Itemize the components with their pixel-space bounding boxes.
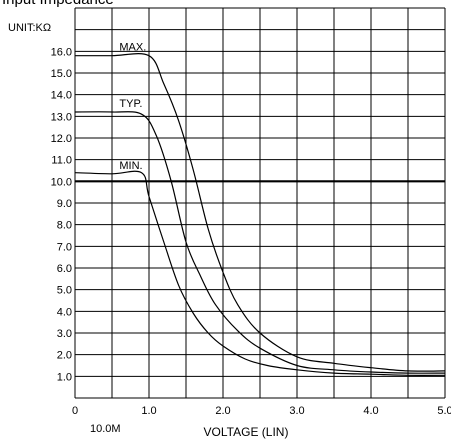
tick-labels: 1.0 2.0 3.0 4.0 5.0 6.0 7.0 8.0 9.0 10.0 11.0 12.0 1… [51, 46, 451, 417]
x-axis-title: VOLTAGE (LIN) [204, 425, 289, 439]
curve-typ [74, 111, 446, 374]
y-tick-label: 2.0 [57, 350, 72, 362]
x-tick-label: 5.0 [437, 405, 451, 417]
y-tick-label: 14.0 [51, 90, 72, 102]
x-tick-label: 2.0 [215, 405, 230, 417]
x-tick-label: 4.0 [363, 405, 378, 417]
y-tick-label: 9.0 [57, 198, 72, 210]
y-tick-label: 13.0 [51, 111, 72, 123]
x-tick-label: 1.0 [141, 405, 156, 417]
grid [74, 7, 446, 399]
y-tick-label: 11.0 [51, 155, 72, 167]
y-tick-label: 10.0 [51, 176, 72, 188]
y-tick-label: 1.0 [57, 371, 72, 383]
series-label-typ: TYP. [119, 98, 142, 110]
y-tick-label: 8.0 [57, 220, 72, 232]
y-tick-label: 3.0 [57, 328, 72, 340]
x-tick-label: 0 [72, 405, 78, 417]
curves: MAX. TYP. MIN. [74, 42, 446, 376]
series-label-max: MAX. [119, 42, 146, 54]
x-tick-label: 3.0 [289, 405, 304, 417]
y-tick-label: 5.0 [57, 285, 72, 297]
curve-max [75, 53, 446, 372]
y-tick-label: 15.0 [51, 68, 72, 80]
y-tick-label: 6.0 [57, 263, 72, 275]
y-tick-label: 7.0 [57, 241, 72, 253]
unit-label: UNIT:KΩ [8, 22, 51, 34]
y-tick-label: 12.0 [51, 133, 72, 145]
y-tick-label: 4.0 [57, 306, 72, 318]
chart-title: Input Impedance [2, 0, 114, 8]
series-label-min: MIN. [119, 160, 142, 172]
x-extra-label: 10.0M [90, 423, 121, 435]
curve-min [74, 170, 446, 376]
y-tick-label: 16.0 [51, 46, 72, 58]
